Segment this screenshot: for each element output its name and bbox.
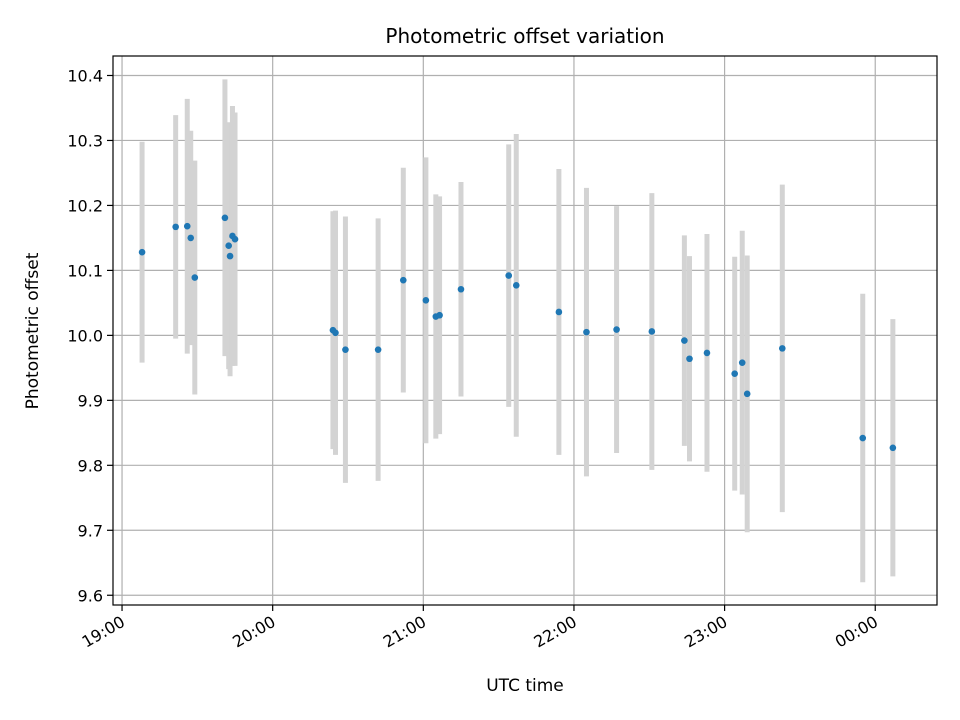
data-point xyxy=(859,434,867,442)
y-axis-ticks: 9.6 9.7 9.8 9.9 10.0 10.1 10.2 10.3 10.4 xyxy=(67,66,113,605)
y-tick-label: 9.9 xyxy=(78,391,103,410)
y-tick-label: 10.4 xyxy=(67,66,103,85)
data-point xyxy=(183,222,191,230)
data-point xyxy=(505,272,513,279)
data-point xyxy=(613,326,620,333)
data-point xyxy=(686,355,693,363)
data-points xyxy=(138,214,897,452)
data-point xyxy=(457,285,465,293)
data-point xyxy=(332,329,339,337)
data-point xyxy=(342,346,349,353)
y-tick-label: 10.0 xyxy=(67,326,103,345)
data-point xyxy=(138,248,146,256)
data-point xyxy=(399,276,407,284)
y-tick-label: 10.2 xyxy=(67,196,103,215)
data-point xyxy=(743,390,751,398)
data-point xyxy=(221,214,229,222)
data-point xyxy=(703,349,711,357)
y-tick-label: 10.1 xyxy=(67,261,103,280)
data-point xyxy=(225,242,232,250)
y-tick-label: 9.8 xyxy=(78,456,103,475)
data-point xyxy=(436,311,443,319)
data-point xyxy=(187,234,195,242)
x-axis-label: UTC time xyxy=(486,676,564,696)
y-axis-label: Photometric offset xyxy=(23,252,43,409)
data-point xyxy=(681,337,688,344)
data-point xyxy=(555,308,563,316)
data-point xyxy=(731,370,738,378)
chart-title: Photometric offset variation xyxy=(385,24,664,48)
data-point xyxy=(648,328,656,335)
data-point xyxy=(778,345,786,352)
data-point xyxy=(512,282,520,289)
y-tick-label: 9.7 xyxy=(78,521,103,540)
grid xyxy=(113,56,937,605)
y-tick-label: 10.3 xyxy=(67,131,103,150)
data-point xyxy=(738,359,746,366)
data-point xyxy=(172,223,179,231)
plot-frame xyxy=(112,55,938,606)
data-point xyxy=(226,252,234,260)
y-tick-label: 9.6 xyxy=(78,586,103,605)
data-point xyxy=(191,274,199,281)
data-point xyxy=(422,296,430,304)
data-point xyxy=(583,328,590,336)
data-point xyxy=(231,235,239,243)
data-point xyxy=(889,444,897,452)
data-point xyxy=(374,346,382,353)
